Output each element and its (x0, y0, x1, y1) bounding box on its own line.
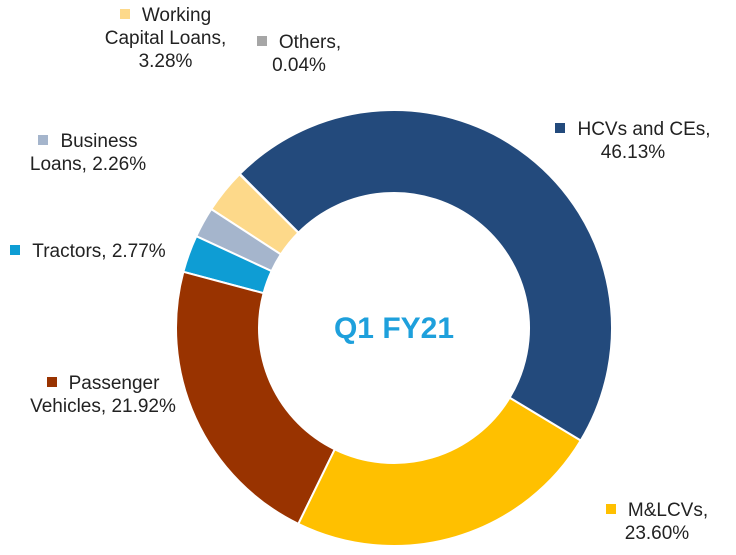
label-marker (555, 123, 566, 133)
label-marker (119, 9, 130, 19)
data-label: HCVs and CEs, 46.13% (538, 118, 728, 164)
label-name: Passenger Vehicles, (30, 373, 160, 417)
label-value: 2.26% (92, 154, 147, 175)
label-value: 3.28% (138, 51, 193, 72)
data-label: M&LCVs, 23.60% (582, 499, 732, 545)
label-value: 46.13% (600, 142, 666, 163)
donut-slice (297, 396, 583, 547)
label-name: Working Capital Loans, (104, 5, 227, 49)
label-marker (38, 135, 49, 145)
data-label: Others, 0.04% (234, 31, 364, 77)
label-name: HCVs and CEs, (577, 119, 711, 140)
label-marker (46, 377, 57, 387)
data-label: Passenger Vehicles, 21.92% (8, 372, 198, 418)
label-name: Others, (278, 32, 342, 53)
label-value: 23.60% (624, 523, 690, 544)
label-name: Tractors, (32, 241, 107, 262)
label-marker (605, 504, 616, 514)
data-label: Business Loans, 2.26% (8, 130, 168, 176)
data-label: Tractors, 2.77% (8, 240, 168, 263)
label-name: M&LCVs, (627, 500, 709, 521)
donut-slice (182, 234, 273, 295)
label-marker (256, 36, 267, 46)
label-value: 21.92% (111, 396, 176, 417)
donut-slice (238, 109, 613, 442)
label-marker (10, 245, 21, 255)
label-name: Business Loans, (29, 131, 138, 175)
donut-slice (175, 270, 337, 526)
data-label: Working Capital Loans, 3.28% (98, 4, 233, 73)
center-label: Q1 FY21 (334, 312, 454, 345)
donut-slice (194, 207, 283, 273)
label-value: 0.04% (272, 55, 326, 76)
label-value: 2.77% (111, 241, 166, 262)
